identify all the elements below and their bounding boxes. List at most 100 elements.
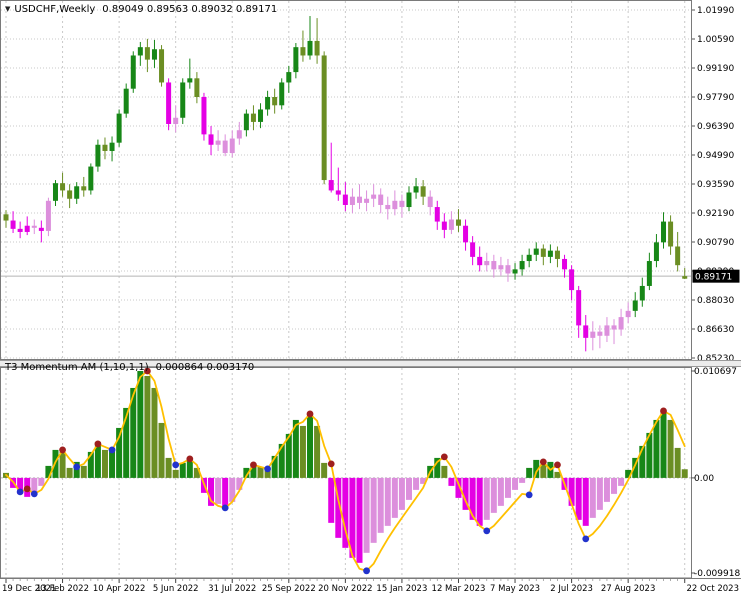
histogram-bar: [434, 457, 441, 478]
candle-body: [597, 331, 603, 336]
ohlc-values: 0.89049 0.89563 0.89032 0.89171: [102, 4, 278, 15]
candle-body: [668, 221, 674, 247]
peak-dot: [23, 485, 31, 493]
candle-body: [661, 221, 667, 243]
trough-dot: [30, 490, 38, 498]
candle-body: [682, 276, 688, 279]
candle-body: [413, 186, 419, 193]
histogram-bar: [674, 447, 681, 478]
candle-body: [116, 113, 122, 143]
peak-dot: [186, 455, 194, 463]
indicator-values: 0.000864 0.003170: [155, 362, 255, 373]
candle-body: [378, 194, 384, 205]
candle-body: [31, 225, 37, 228]
price-axis-label: 0.90790: [697, 238, 734, 248]
candle-body: [187, 78, 193, 83]
histogram-bar: [391, 477, 398, 518]
histogram-bar: [243, 467, 250, 478]
trough-dot: [172, 461, 180, 469]
candle-body: [639, 285, 645, 301]
histogram-bar: [575, 477, 582, 520]
candle-body: [357, 196, 362, 203]
histogram-bar: [448, 477, 455, 486]
candle-body: [618, 317, 624, 330]
peak-dot: [440, 453, 448, 461]
histogram-bar: [186, 459, 193, 478]
indicator-axis-label: 0.010697: [694, 367, 737, 377]
signal-line: [5, 370, 686, 572]
histogram-bar: [87, 451, 94, 478]
histogram-bar: [165, 457, 172, 478]
trough-dot: [582, 535, 590, 543]
histogram-bar: [526, 467, 533, 478]
histogram-bar: [215, 477, 222, 504]
candle-body: [427, 196, 433, 208]
histogram-bar: [653, 419, 660, 478]
candle-body: [484, 261, 490, 266]
candle-body: [611, 325, 617, 330]
candle-body: [24, 225, 30, 232]
histogram-bar: [420, 477, 427, 484]
candle-body: [470, 242, 476, 257]
time-axis-label: 19 Dec 2021: [2, 584, 56, 594]
peak-dot: [327, 460, 335, 468]
candle-body: [646, 261, 652, 286]
histogram-bar: [307, 412, 314, 478]
histogram-bar: [94, 441, 101, 478]
candle-body: [272, 97, 278, 106]
histogram-bar: [533, 459, 540, 478]
histogram-bar: [342, 477, 349, 548]
price-axis-label: 0.93590: [697, 180, 734, 190]
histogram-bar: [292, 419, 299, 478]
histogram-bar: [264, 469, 271, 478]
trough-dot: [525, 491, 533, 499]
histogram-bar: [328, 477, 335, 523]
histogram-bar: [17, 477, 24, 494]
candle-body: [10, 220, 16, 229]
time-axis-label: 25 Sep 2022: [262, 584, 316, 594]
histogram-bar: [519, 477, 526, 483]
peak-dot: [660, 407, 667, 415]
histogram-bar: [179, 462, 186, 478]
price-axis-label: 0.99190: [697, 64, 734, 74]
candle-body: [569, 269, 575, 291]
trough-dot: [483, 527, 491, 535]
candle-body: [258, 109, 264, 122]
candle-body: [455, 219, 461, 226]
histogram-bar: [193, 467, 200, 478]
histogram-bar: [398, 477, 405, 510]
candle-body: [45, 200, 51, 231]
histogram-bar: [568, 477, 575, 506]
histogram-bar: [144, 375, 151, 478]
candle-body: [420, 186, 426, 197]
time-axis-label: 5 Jun 2022: [153, 584, 199, 594]
candle-body: [576, 290, 582, 326]
candle-body: [477, 256, 483, 266]
histogram-bar: [80, 465, 87, 478]
peak-dot: [539, 458, 547, 466]
histogram-bar: [208, 477, 215, 506]
candle-body: [208, 134, 214, 145]
time-axis-label: 20 Nov 2022: [318, 584, 372, 594]
trough-dot: [108, 446, 116, 454]
histogram-bar: [151, 387, 158, 478]
peak-dot: [59, 446, 66, 454]
peak-dot: [250, 461, 257, 469]
symbol-dropdown-icon[interactable]: ▼: [5, 5, 11, 13]
histogram-bar: [335, 477, 342, 538]
histogram-bar: [45, 465, 52, 478]
histogram-bar: [130, 387, 137, 478]
histogram-bar: [504, 477, 511, 498]
pane-separator: [0, 360, 741, 366]
indicator-axis-label: 0.00: [694, 474, 714, 484]
time-axis-label: 31 Jul 2022: [208, 584, 256, 594]
candle-body: [533, 248, 539, 255]
candle-body: [159, 49, 165, 83]
candle-body: [123, 88, 129, 114]
candle-body: [307, 40, 313, 56]
price-axis-label: 1.01990: [697, 6, 734, 16]
candle-body: [144, 47, 150, 60]
time-axis-label: 27 Aug 2023: [601, 584, 655, 594]
candle-body: [52, 183, 58, 201]
